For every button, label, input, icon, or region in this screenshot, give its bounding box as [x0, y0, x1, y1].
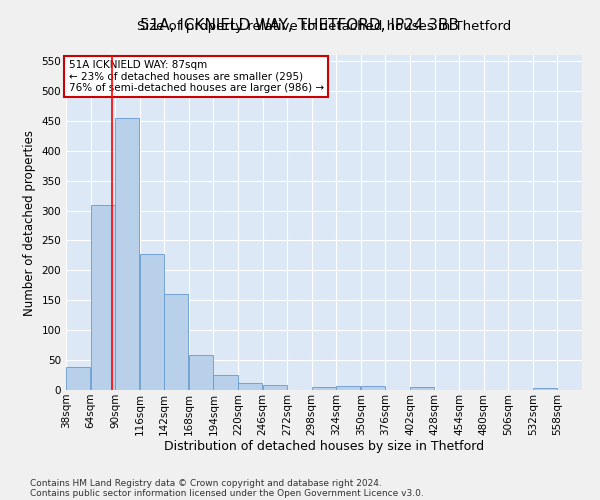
- Text: Contains HM Land Registry data © Crown copyright and database right 2024.: Contains HM Land Registry data © Crown c…: [30, 478, 382, 488]
- Y-axis label: Number of detached properties: Number of detached properties: [23, 130, 36, 316]
- Bar: [533, 388, 557, 390]
- Text: 51A ICKNIELD WAY: 87sqm
← 23% of detached houses are smaller (295)
76% of semi-d: 51A ICKNIELD WAY: 87sqm ← 23% of detache…: [68, 60, 324, 93]
- Text: Contains public sector information licensed under the Open Government Licence v3: Contains public sector information licen…: [30, 488, 424, 498]
- Bar: [263, 384, 287, 390]
- Bar: [361, 386, 385, 390]
- Bar: [91, 204, 115, 390]
- Text: 51A, ICKNIELD WAY, THETFORD, IP24 3BB: 51A, ICKNIELD WAY, THETFORD, IP24 3BB: [140, 18, 460, 32]
- Bar: [115, 118, 139, 390]
- Bar: [410, 387, 434, 390]
- Bar: [140, 254, 164, 390]
- Bar: [336, 386, 361, 390]
- Bar: [214, 375, 238, 390]
- Bar: [66, 368, 90, 390]
- Bar: [238, 384, 262, 390]
- Bar: [312, 387, 336, 390]
- Bar: [189, 356, 213, 390]
- Bar: [164, 294, 188, 390]
- X-axis label: Distribution of detached houses by size in Thetford: Distribution of detached houses by size …: [164, 440, 484, 454]
- Title: Size of property relative to detached houses in Thetford: Size of property relative to detached ho…: [137, 20, 511, 33]
